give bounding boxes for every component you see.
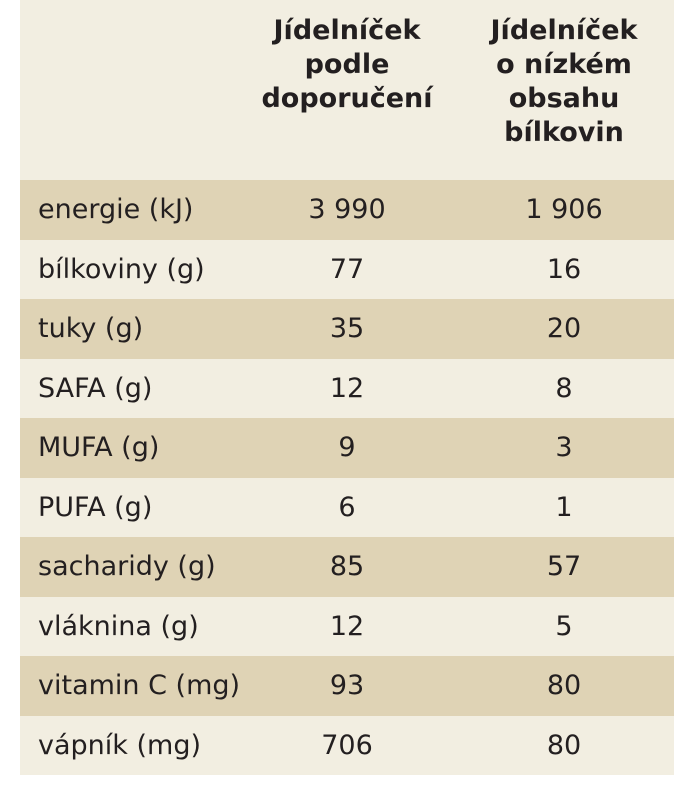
value-recommended: 12 — [329, 372, 365, 404]
table-row: vitamin C (mg) 93 80 — [20, 656, 674, 716]
value-recommended: 3 990 — [308, 194, 386, 225]
row-label: SAFA (g) — [38, 372, 153, 404]
value-low-protein: 1 906 — [525, 194, 603, 225]
table-header: Jídelníček podle doporučení Jídelníček o… — [20, 0, 674, 180]
row-label: bílkoviny (g) — [38, 253, 205, 285]
row-label: sacharidy (g) — [38, 551, 216, 582]
value-low-protein: 5 — [555, 610, 573, 642]
value-recommended: 9 — [338, 432, 356, 463]
value-low-protein: 8 — [555, 372, 573, 404]
table-row: sacharidy (g) 85 57 — [20, 537, 674, 597]
row-label: vláknina (g) — [38, 610, 199, 642]
row-label: vitamin C (mg) — [38, 670, 241, 701]
table-row: bílkoviny (g) 77 16 — [20, 239, 674, 299]
table-row: SAFA (g) 12 8 — [20, 358, 674, 418]
value-recommended: 6 — [338, 491, 356, 523]
value-recommended: 85 — [329, 551, 365, 582]
header-col-recommended: Jídelníček podle doporučení — [261, 15, 433, 114]
table-row: energie (kJ) 3 990 1 906 — [20, 180, 674, 240]
table-row: tuky (g) 35 20 — [20, 299, 674, 359]
row-label: MUFA (g) — [38, 432, 160, 463]
row-label: tuky (g) — [38, 313, 144, 344]
value-recommended: 706 — [321, 729, 373, 761]
value-recommended: 35 — [329, 313, 365, 344]
value-recommended: 93 — [329, 670, 365, 701]
value-low-protein: 16 — [546, 253, 582, 285]
value-low-protein: 57 — [546, 551, 582, 582]
table-row: PUFA (g) 6 1 — [20, 477, 674, 537]
row-label: PUFA (g) — [38, 491, 153, 523]
table-body: energie (kJ) 3 990 1 906 bílkoviny (g) 7… — [20, 180, 674, 775]
table-row: vápník (mg) 706 80 — [20, 715, 674, 775]
table-row: vláknina (g) 12 5 — [20, 596, 674, 656]
value-low-protein: 1 — [555, 491, 573, 523]
header-col-low-protein: Jídelníček o nízkém obsahu bílkovin — [490, 15, 638, 148]
row-label: vápník (mg) — [38, 729, 202, 761]
table-row: MUFA (g) 9 3 — [20, 418, 674, 478]
value-low-protein: 3 — [555, 432, 573, 463]
value-low-protein: 20 — [546, 313, 582, 344]
value-low-protein: 80 — [546, 670, 582, 701]
value-low-protein: 80 — [546, 729, 582, 761]
row-label: energie (kJ) — [38, 194, 194, 225]
nutrition-table: Jídelníček podle doporučení Jídelníček o… — [20, 0, 674, 775]
value-recommended: 12 — [329, 610, 365, 642]
value-recommended: 77 — [329, 253, 365, 285]
